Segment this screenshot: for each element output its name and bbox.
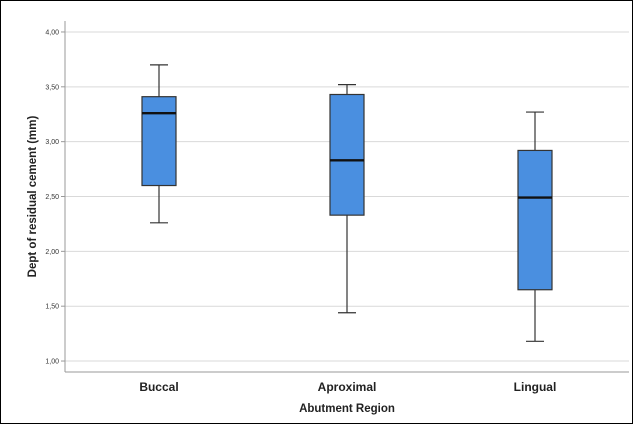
box-lingual — [517, 111, 553, 342]
x-axis-title: Abutment Region — [299, 403, 395, 415]
y-axis-title: Dept of residual cement (mm) — [27, 115, 39, 277]
y-tick-label: 4,00 — [45, 29, 59, 36]
x-category-label: Buccal — [139, 380, 178, 394]
iqr-box — [517, 149, 553, 291]
x-category-label: Aproximal — [318, 380, 377, 394]
y-tick-label: 3,50 — [45, 84, 59, 91]
box-aproximal — [329, 84, 365, 314]
x-category-labels: Buccal Aproximal Lingual — [139, 380, 556, 394]
iqr-box — [141, 96, 177, 187]
boxes — [141, 64, 553, 342]
y-tick-label: 3,00 — [45, 139, 59, 146]
iqr-box — [329, 93, 365, 216]
x-category-label: Lingual — [514, 380, 557, 394]
y-tick-label: 2,50 — [45, 194, 59, 201]
y-tick-labels: 1,00 1,50 2,00 2,50 3,00 3,50 4,00 — [45, 29, 59, 365]
y-tick-label: 1,50 — [45, 304, 59, 311]
box-buccal — [141, 64, 177, 224]
y-tick-label: 1,00 — [45, 359, 59, 366]
y-tick-label: 2,00 — [45, 249, 59, 256]
